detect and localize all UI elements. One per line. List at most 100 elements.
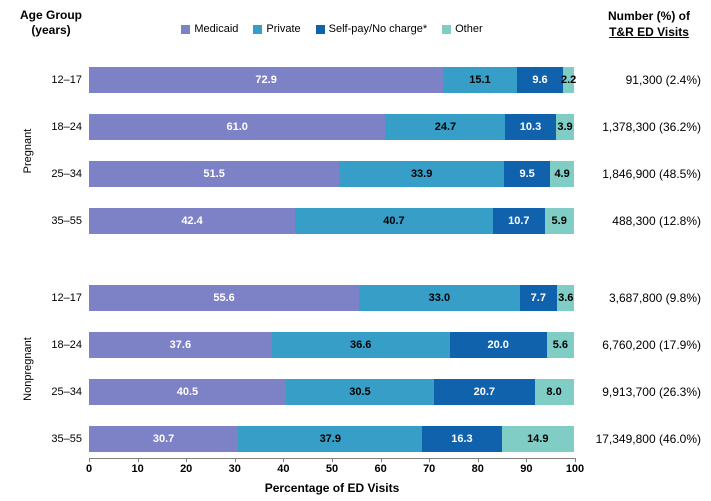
x-axis-tick: [283, 458, 285, 462]
right-header-line1: Number (%) of: [608, 9, 690, 23]
x-axis-tick: [575, 458, 576, 462]
stacked-bar: 61.0 24.7 10.3 3.9: [89, 114, 575, 140]
stacked-bar: 72.9 15.1 9.6 2.2: [89, 67, 577, 93]
bar-segment-private: 36.6: [271, 332, 450, 358]
age-label: 25–34: [51, 168, 82, 180]
bar-segment-other: 3.6: [557, 285, 575, 311]
legend-swatch-private: [253, 24, 263, 34]
stacked-bar: 51.5 33.9 9.5 4.9: [89, 161, 575, 187]
bar-row-nonpregnant-18-24: 18–24 37.6 36.6 20.0 5.6 6,760,200 (17.9%): [0, 332, 711, 358]
legend-item-medicaid: Medicaid: [181, 23, 238, 35]
bar-segment-medicaid: 51.5: [89, 161, 340, 187]
bar-segment-other: 5.9: [544, 208, 574, 234]
age-label: 18–24: [51, 339, 82, 351]
segment-value-label: 30.7: [152, 433, 175, 445]
bar-segment-private: 33.0: [359, 285, 520, 311]
bar-segment-private: 37.9: [238, 426, 423, 452]
segment-value-label: 15.1: [469, 74, 491, 86]
bar-segment-other: 14.9: [501, 426, 574, 452]
x-axis-tick: [137, 458, 139, 462]
bar-row-nonpregnant-12-17: 12–17 55.6 33.0 7.7 3.6 3,687,800 (9.8%): [0, 285, 711, 311]
total-label: 17,349,800 (46.0%): [595, 432, 701, 446]
x-axis-tick-label: 80: [471, 463, 484, 475]
segment-value-label: 33.9: [410, 168, 433, 180]
total-label: 1,378,300 (36.2%): [602, 120, 701, 134]
legend-swatch-medicaid: [181, 24, 191, 34]
segment-value-label: 20.0: [487, 339, 509, 351]
bar-row-pregnant-25-34: 25–34 51.5 33.9 9.5 4.9 1,846,900 (48.5%): [0, 161, 711, 187]
x-axis-tick: [477, 458, 479, 462]
segment-value-label: 72.9: [255, 74, 277, 86]
bar-row-pregnant-12-17: 12–17 72.9 15.1 9.6 2.2 91,300 (2.4%): [0, 67, 711, 93]
segment-value-label: 37.9: [319, 433, 341, 445]
x-axis-tick-label: 60: [374, 463, 387, 475]
bar-segment-self-pay-no-charge: 9.5: [504, 161, 551, 187]
age-label: 35–55: [51, 215, 82, 227]
x-axis-tick: [89, 458, 90, 462]
stacked-bar: 30.7 37.9 16.3 14.9: [89, 426, 575, 452]
x-axis-tick-label: 40: [277, 463, 290, 475]
legend-label: Medicaid: [194, 23, 239, 35]
bar-segment-private: 33.9: [339, 161, 505, 187]
bar-segment-private: 30.5: [285, 379, 435, 405]
x-axis-tick-label: 70: [423, 463, 436, 475]
x-axis-tick-label: 20: [180, 463, 193, 475]
y-axis-title-line2: (years): [31, 23, 71, 37]
bar-segment-medicaid: 30.7: [89, 426, 239, 452]
bar-segment-medicaid: 42.4: [89, 208, 296, 234]
segment-value-label: 14.9: [527, 433, 549, 445]
segment-value-label: 16.3: [451, 433, 473, 445]
bar-segment-other: 4.9: [550, 161, 574, 187]
segment-value-label: 37.6: [169, 339, 192, 351]
bar-segment-medicaid: 72.9: [89, 67, 444, 93]
bar-segment-self-pay-no-charge: 20.0: [449, 332, 547, 358]
segment-value-label: 5.6: [552, 339, 569, 351]
right-header-line2: T&R ED Visits: [609, 25, 689, 39]
segment-value-label: 2.2: [561, 74, 577, 86]
segment-value-label: 4.9: [554, 168, 570, 180]
bar-segment-other: 5.6: [546, 332, 574, 358]
segment-value-label: 3.6: [558, 292, 574, 304]
age-label: 35–55: [51, 433, 82, 445]
legend-label: Self-pay/No charge*: [328, 23, 428, 35]
x-axis-tick: [429, 458, 431, 462]
bar-segment-private: 40.7: [295, 208, 493, 234]
legend-label: Other: [455, 23, 483, 35]
stacked-bar: 42.4 40.7 10.7 5.9: [89, 208, 575, 234]
bar-row-pregnant-35-55: 35–55 42.4 40.7 10.7 5.9 488,300 (12.8%): [0, 208, 711, 234]
age-label: 12–17: [51, 292, 82, 304]
x-axis-tick: [186, 458, 188, 462]
x-axis-tick: [234, 458, 236, 462]
bar-segment-medicaid: 40.5: [89, 379, 286, 405]
y-axis-title-line1: Age Group: [20, 8, 82, 22]
segment-value-label: 20.7: [473, 386, 496, 398]
segment-value-label: 55.6: [213, 292, 235, 304]
segment-value-label: 33.0: [428, 292, 451, 304]
total-label: 488,300 (12.8%): [612, 214, 701, 228]
bar-segment-self-pay-no-charge: 16.3: [422, 426, 502, 452]
legend-item-private: Private: [253, 23, 301, 35]
total-label: 9,913,700 (26.3%): [602, 385, 701, 399]
segment-value-label: 24.7: [434, 121, 457, 133]
segment-value-label: 61.0: [226, 121, 248, 133]
bar-segment-private: 15.1: [443, 67, 517, 93]
x-axis-tick: [380, 458, 382, 462]
segment-value-label: 51.5: [203, 168, 225, 180]
legend-item-other: Other: [442, 23, 483, 35]
segment-value-label: 10.7: [508, 215, 530, 227]
x-axis-tick-label: 0: [85, 463, 93, 475]
total-label: 6,760,200 (17.9%): [602, 338, 701, 352]
bar-segment-other: 8.0: [534, 379, 574, 405]
segment-value-label: 30.5: [349, 386, 371, 398]
x-axis-tick-label: 90: [520, 463, 533, 475]
legend-item-self-pay-no-charge: Self-pay/No charge*: [315, 23, 428, 35]
x-axis-tick: [332, 458, 333, 462]
group-label-nonpregnant: Nonpregnant: [22, 336, 34, 401]
legend: Medicaid Private Self-pay/No charge* Other: [89, 23, 575, 35]
y-axis-title: Age Group (years): [4, 8, 98, 38]
bar-segment-medicaid: 37.6: [89, 332, 272, 358]
age-label: 18–24: [51, 121, 82, 133]
age-label: 12–17: [51, 74, 82, 86]
segment-value-label: 40.7: [383, 215, 405, 227]
